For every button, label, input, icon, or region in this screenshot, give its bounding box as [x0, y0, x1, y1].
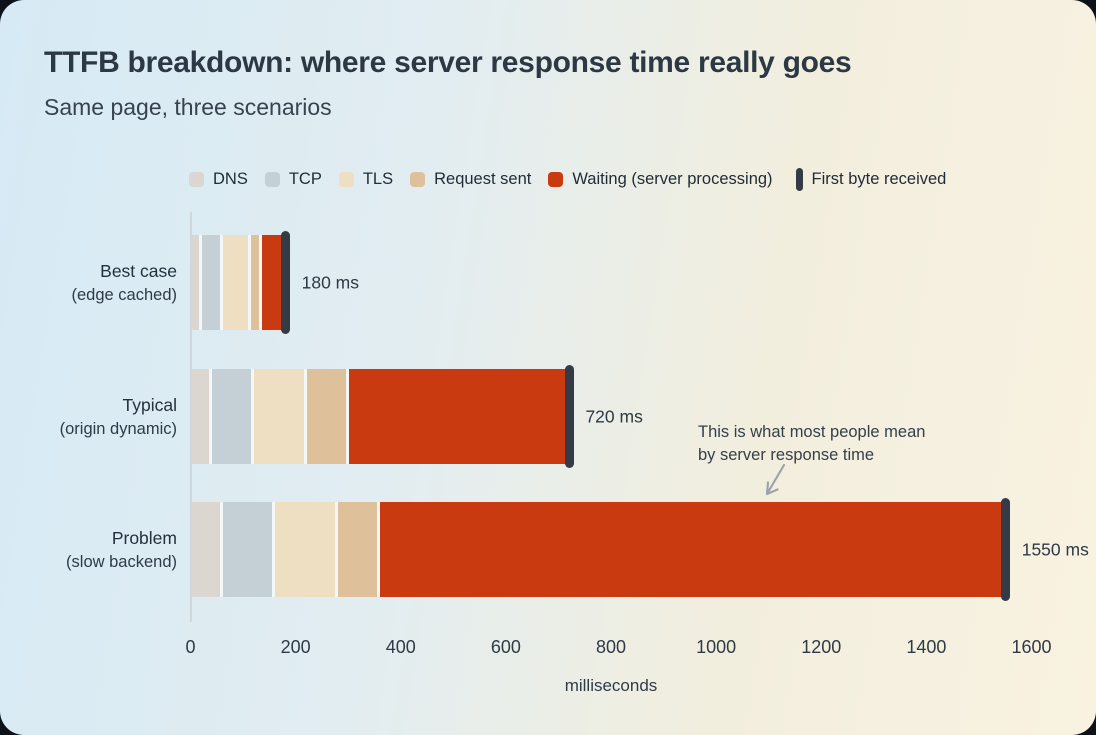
row-label-title: Problem	[111, 527, 177, 548]
x-axis-title: milliseconds	[564, 676, 658, 695]
row-label: Best case (edge cached)	[0, 259, 178, 307]
row-label-title: Typical	[122, 394, 177, 415]
bar-segment-waiting-server-processing	[348, 369, 570, 464]
legend-label: First byte received	[811, 169, 947, 188]
legend-item-waiting: Waiting (server processing)	[548, 169, 773, 189]
bar-total-label: 180 ms	[301, 272, 359, 292]
row-label-subtitle: (edge cached)	[71, 285, 178, 304]
bar-segment-dns	[191, 235, 202, 330]
legend-label: TCP	[288, 169, 322, 188]
bar-segment-dns	[191, 369, 213, 464]
bar-segment-waiting-server-processing	[380, 502, 1006, 597]
first-byte-marker	[564, 365, 574, 468]
x-tick-label: 1000	[696, 637, 737, 657]
bar-segment-request-sent	[306, 369, 349, 464]
bar-segment-dns	[191, 502, 223, 597]
annotation-line2: by server response time	[698, 445, 875, 464]
x-axis-ticks: 0 200 400 600 800 1000 1200 1400 1600	[0, 637, 1096, 661]
waiting-swatch-icon	[548, 171, 564, 187]
legend-item-first-byte: First byte received	[790, 167, 947, 191]
dns-swatch-icon	[189, 171, 204, 187]
x-tick-label: 1600	[1011, 637, 1052, 657]
tcp-swatch-icon	[264, 171, 280, 187]
request-sent-swatch-icon	[410, 171, 426, 187]
legend-label: Waiting (server processing)	[572, 169, 773, 188]
x-tick-label: 400	[385, 637, 416, 657]
bar-row-problem: Problem (slow backend) 1550 ms	[0, 498, 1096, 601]
first-byte-marker	[281, 231, 291, 334]
first-byte-marker-icon	[795, 167, 803, 191]
bar-segment-request-sent	[251, 235, 262, 330]
legend-item-tls: TLS	[338, 169, 394, 189]
bar-segment-waiting-server-processing	[261, 235, 286, 330]
bar-row-typical: Typical (origin dynamic) 720 ms	[0, 365, 1096, 468]
row-label-subtitle: (origin dynamic)	[59, 419, 177, 438]
x-tick-label: 1200	[801, 637, 842, 657]
bar-segment-tcp	[212, 369, 255, 464]
bar-segment-tcp	[201, 235, 223, 330]
annotation-line1: This is what most people mean	[698, 423, 926, 441]
legend-item-dns: DNS	[189, 170, 248, 189]
chart-subtitle: Same page, three scenarios	[44, 94, 332, 120]
annotation-callout: This is what most people mean by server …	[698, 421, 925, 466]
bar-segment-request-sent	[338, 502, 381, 597]
bar-row-best-case: Best case (edge cached) 180 ms	[0, 231, 1096, 334]
bar-segment-tls	[222, 235, 252, 330]
x-tick-label: 0	[185, 637, 196, 657]
x-tick-label: 200	[280, 637, 311, 657]
legend-item-request-sent: Request sent	[410, 170, 531, 189]
legend-label: DNS	[213, 169, 248, 188]
x-tick-label: 800	[595, 637, 627, 657]
stacked-bar: 180 ms	[191, 231, 359, 334]
legend-item-tcp: TCP	[264, 169, 322, 189]
row-label-subtitle: (slow backend)	[66, 552, 177, 571]
bar-total-label: 1550 ms	[1021, 539, 1089, 559]
bar-segment-tls	[275, 502, 339, 597]
row-label-title: Best case	[100, 260, 177, 281]
x-tick-label: 600	[490, 637, 521, 657]
bar-segment-tcp	[222, 502, 276, 597]
tls-swatch-icon	[338, 171, 354, 187]
stacked-bar: 720 ms	[191, 365, 643, 468]
first-byte-marker	[1001, 498, 1011, 601]
chart-title: TTFB breakdown: where server response ti…	[44, 46, 852, 79]
annotation-arrow-icon	[765, 463, 786, 496]
legend-label: TLS	[362, 169, 394, 188]
stacked-bar: 1550 ms	[191, 498, 1089, 601]
bar-total-label: 720 ms	[585, 406, 643, 426]
row-label: Problem (slow backend)	[0, 526, 177, 574]
bar-segment-tls	[254, 369, 307, 464]
legend: DNS TCP TLS Request sent Waiting (server…	[189, 167, 946, 191]
x-tick-label: 1400	[906, 637, 947, 657]
legend-label: Request sent	[434, 169, 532, 188]
row-label: Typical (origin dynamic)	[0, 393, 177, 441]
